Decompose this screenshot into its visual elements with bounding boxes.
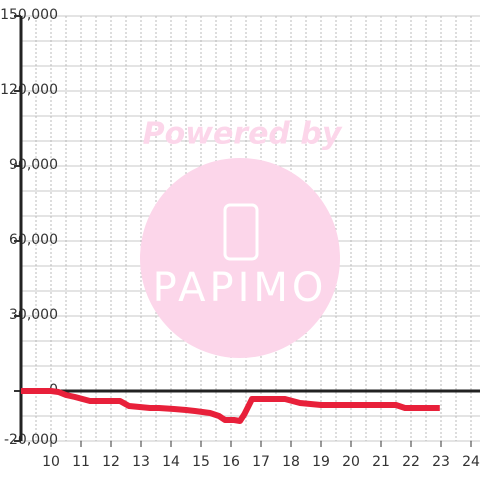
watermark-icon bbox=[223, 203, 259, 261]
x-tick-label: 22 bbox=[402, 454, 420, 470]
y-tick-label: 60,000 bbox=[9, 232, 58, 248]
x-tick-label: 16 bbox=[222, 454, 240, 470]
watermark: Powered by PAPIMO bbox=[140, 117, 343, 358]
watermark-brand: PAPIMO bbox=[153, 265, 328, 311]
x-tick-label: 11 bbox=[72, 454, 90, 470]
y-tick-label: 120,000 bbox=[0, 82, 58, 98]
x-tick-label: 15 bbox=[192, 454, 210, 470]
x-tick-label: 13 bbox=[132, 454, 150, 470]
x-tick-label: 14 bbox=[162, 454, 180, 470]
data-line bbox=[21, 388, 440, 424]
x-tick-label: 21 bbox=[372, 454, 390, 470]
x-tick-label: 12 bbox=[102, 454, 120, 470]
x-tick-label: 24 bbox=[462, 454, 480, 470]
y-tick-label: -20,000 bbox=[4, 432, 58, 448]
x-tick-label: 20 bbox=[342, 454, 360, 470]
y-tick-label: 30,000 bbox=[9, 307, 58, 323]
x-tick-label: 19 bbox=[312, 454, 330, 470]
y-tick-label: 150,000 bbox=[0, 7, 58, 23]
x-tick-label: 18 bbox=[282, 454, 300, 470]
x-tick-label: 10 bbox=[42, 454, 60, 470]
watermark-caption: Powered by bbox=[143, 117, 343, 152]
y-tick-label: 90,000 bbox=[9, 157, 58, 173]
x-tick-label: 23 bbox=[432, 454, 450, 470]
x-tick-label: 17 bbox=[252, 454, 270, 470]
